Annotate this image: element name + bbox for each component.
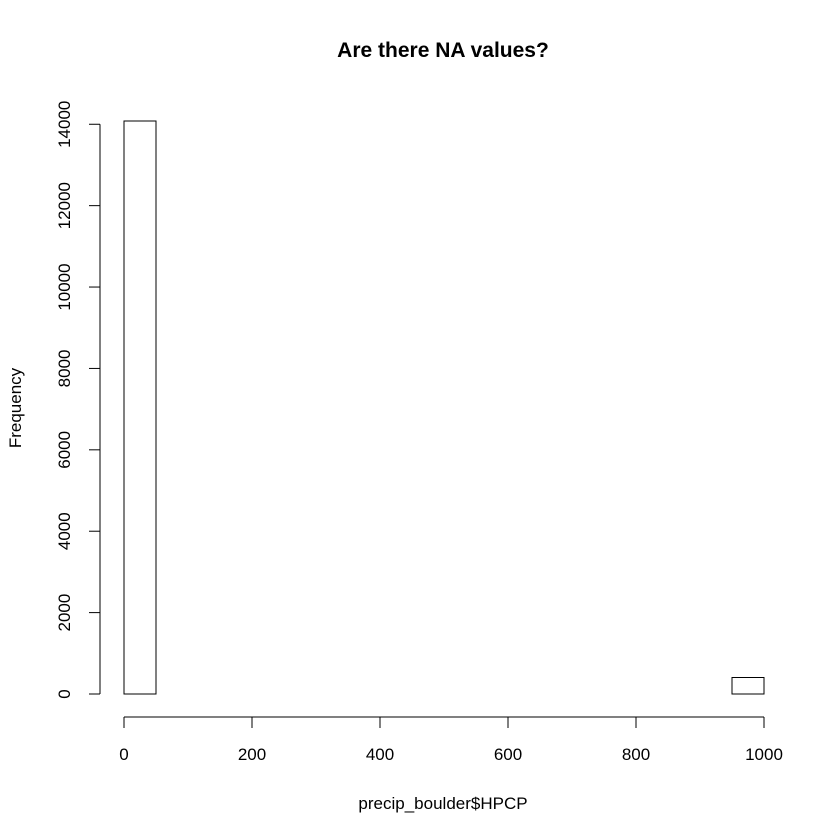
y-axis: 0 2000 4000 6000 8000 10000 12000 14000	[55, 101, 101, 699]
histogram-bar-0	[123, 120, 157, 695]
chart-title: Are there NA values?	[337, 39, 549, 62]
y-tick-label-6: 12000	[55, 182, 74, 229]
y-tick-label-7: 14000	[55, 101, 74, 148]
x-tick-label-0: 0	[119, 745, 128, 764]
x-tick-label-1: 200	[238, 745, 266, 764]
histogram-bars	[123, 120, 765, 695]
x-axis: 0 200 400 600 800 1000	[119, 716, 783, 764]
y-tick-label-5: 10000	[55, 263, 74, 310]
x-tick-label-4: 800	[622, 745, 650, 764]
x-tick-label-5: 1000	[745, 745, 783, 764]
x-tick-label-3: 600	[494, 745, 522, 764]
x-tick-label-2: 400	[366, 745, 394, 764]
y-tick-label-4: 8000	[55, 350, 74, 388]
y-tick-label-3: 6000	[55, 431, 74, 469]
y-axis-label: Frequency	[6, 367, 25, 448]
y-tick-label-1: 2000	[55, 594, 74, 632]
x-axis-label: precip_boulder$HPCP	[358, 794, 527, 813]
y-tick-label-0: 0	[55, 689, 74, 698]
histogram-bar-19	[731, 677, 765, 695]
y-tick-label-2: 4000	[55, 512, 74, 550]
